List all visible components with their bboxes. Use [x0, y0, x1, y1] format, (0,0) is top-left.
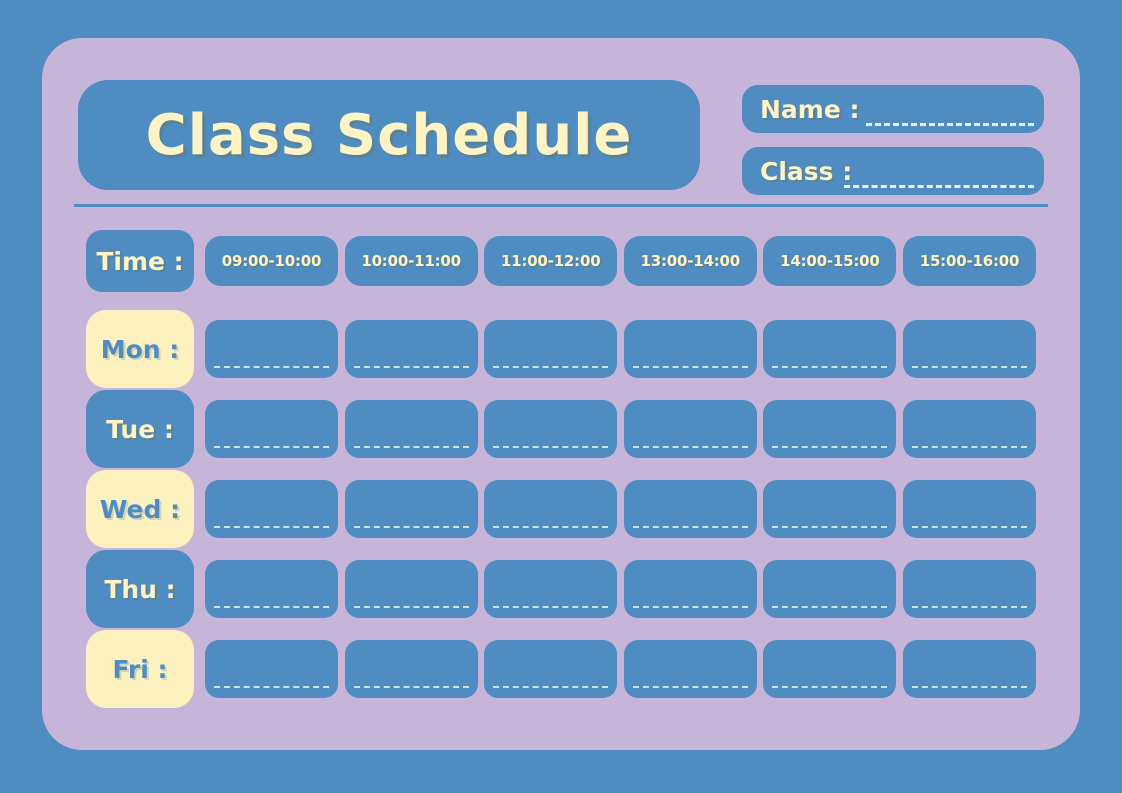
time-header-label: Time :: [86, 230, 194, 292]
table-row: Thu :: [86, 550, 1036, 628]
cell-write-line: [911, 686, 1027, 688]
schedule-cell[interactable]: [763, 560, 897, 618]
cell-write-line: [353, 446, 469, 448]
page-title: Class Schedule: [145, 102, 633, 168]
schedule-cell[interactable]: [205, 320, 338, 378]
schedule-cell[interactable]: [763, 320, 897, 378]
time-header-row: Time : 09:00-10:00 10:00-11:00 11:00-12:…: [86, 230, 1036, 292]
cell-write-line: [772, 446, 888, 448]
schedule-cell[interactable]: [205, 560, 338, 618]
class-field-write-line[interactable]: [844, 185, 1034, 188]
cell-write-line: [911, 366, 1027, 368]
cell-write-line: [214, 606, 329, 608]
class-field[interactable]: Class :: [742, 147, 1044, 195]
cell-write-line: [911, 526, 1027, 528]
time-slot: 10:00-11:00: [344, 236, 478, 286]
cell-write-line: [214, 686, 329, 688]
cell-write-line: [353, 366, 469, 368]
cell-write-line: [911, 446, 1027, 448]
name-field-label: Name :: [760, 94, 860, 124]
time-slot: 13:00-14:00: [623, 236, 757, 286]
time-slot: 14:00-15:00: [763, 236, 897, 286]
table-row: Mon :: [86, 310, 1036, 388]
schedule-cell[interactable]: [484, 640, 618, 698]
schedule-cell[interactable]: [902, 320, 1036, 378]
cell-write-line: [214, 366, 329, 368]
cell-write-line: [493, 526, 609, 528]
cell-write-line: [353, 686, 469, 688]
cell-write-line: [632, 366, 748, 368]
schedule-cell[interactable]: [205, 480, 338, 538]
schedule-cell[interactable]: [344, 320, 478, 378]
time-slot-list: 09:00-10:00 10:00-11:00 11:00-12:00 13:0…: [205, 230, 1036, 292]
day-cells-thu: [205, 550, 1036, 628]
day-cells-fri: [205, 630, 1036, 708]
day-cells-wed: [205, 470, 1036, 548]
cell-write-line: [772, 686, 888, 688]
cell-write-line: [772, 606, 888, 608]
schedule-cell[interactable]: [902, 480, 1036, 538]
schedule-grid: Time : 09:00-10:00 10:00-11:00 11:00-12:…: [86, 230, 1036, 710]
day-label-thu: Thu :: [86, 550, 194, 628]
table-row: Wed :: [86, 470, 1036, 548]
cell-write-line: [493, 366, 609, 368]
day-cells-tue: [205, 390, 1036, 468]
cell-write-line: [353, 526, 469, 528]
cell-write-line: [632, 686, 748, 688]
schedule-cell[interactable]: [344, 400, 478, 458]
cell-write-line: [632, 526, 748, 528]
schedule-cell[interactable]: [763, 640, 897, 698]
schedule-cell[interactable]: [344, 640, 478, 698]
schedule-cell[interactable]: [763, 400, 897, 458]
day-label-mon: Mon :: [86, 310, 194, 388]
day-cells-mon: [205, 310, 1036, 388]
header-divider: [74, 204, 1048, 207]
cell-write-line: [214, 446, 329, 448]
schedule-cell[interactable]: [344, 560, 478, 618]
schedule-cell[interactable]: [623, 640, 757, 698]
schedule-header: Class Schedule Name : Class :: [78, 80, 1044, 195]
cell-write-line: [493, 446, 609, 448]
schedule-cell[interactable]: [344, 480, 478, 538]
time-slot: 09:00-10:00: [205, 236, 338, 286]
cell-write-line: [911, 606, 1027, 608]
cell-write-line: [493, 686, 609, 688]
cell-write-line: [772, 366, 888, 368]
cell-write-line: [772, 526, 888, 528]
schedule-cell[interactable]: [205, 640, 338, 698]
title-banner: Class Schedule: [78, 80, 700, 190]
cell-write-line: [493, 606, 609, 608]
cell-write-line: [353, 606, 469, 608]
schedule-cell[interactable]: [484, 400, 618, 458]
cell-write-line: [632, 446, 748, 448]
schedule-cell[interactable]: [623, 320, 757, 378]
schedule-cell[interactable]: [902, 400, 1036, 458]
cell-write-line: [214, 526, 329, 528]
cell-write-line: [632, 606, 748, 608]
schedule-cell[interactable]: [623, 560, 757, 618]
schedule-cell[interactable]: [763, 480, 897, 538]
schedule-cell[interactable]: [623, 400, 757, 458]
schedule-cell[interactable]: [205, 400, 338, 458]
time-slot: 11:00-12:00: [484, 236, 618, 286]
table-row: Fri :: [86, 630, 1036, 708]
name-field-write-line[interactable]: [866, 123, 1034, 126]
name-field[interactable]: Name :: [742, 85, 1044, 133]
schedule-cell[interactable]: [623, 480, 757, 538]
class-field-label: Class :: [760, 156, 853, 186]
schedule-cell[interactable]: [902, 560, 1036, 618]
schedule-cell[interactable]: [484, 560, 618, 618]
schedule-card: Class Schedule Name : Class : Time : 09:…: [42, 38, 1080, 750]
table-row: Tue :: [86, 390, 1036, 468]
day-label-tue: Tue :: [86, 390, 194, 468]
day-label-fri: Fri :: [86, 630, 194, 708]
day-label-wed: Wed :: [86, 470, 194, 548]
schedule-cell[interactable]: [484, 320, 618, 378]
schedule-cell[interactable]: [484, 480, 618, 538]
schedule-cell[interactable]: [902, 640, 1036, 698]
time-slot: 15:00-16:00: [902, 236, 1036, 286]
